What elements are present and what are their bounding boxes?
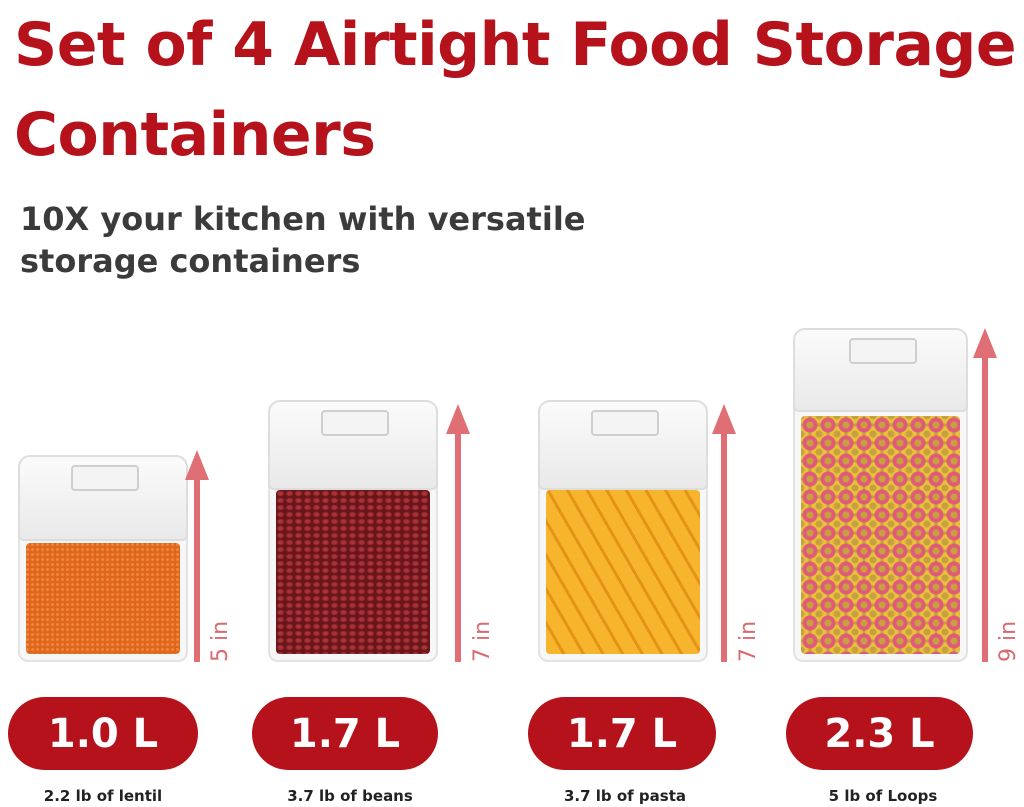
title-line-2: Containers bbox=[14, 100, 376, 170]
height-label: 7 in bbox=[470, 620, 495, 662]
lid bbox=[793, 328, 968, 412]
lentil-contents bbox=[26, 543, 180, 654]
beans-contents bbox=[276, 490, 430, 654]
capacity-caption: 3.7 lb of beans bbox=[287, 787, 413, 805]
subtitle-line-1: 10X your kitchen with versatile bbox=[20, 200, 586, 238]
subtitle: 10X your kitchen with versatile storage … bbox=[20, 198, 585, 282]
lid bbox=[538, 400, 708, 490]
volume-badge: 2.3 L bbox=[786, 697, 973, 770]
capacity-caption: 5 lb of Loops bbox=[828, 787, 938, 805]
height-arrow-icon bbox=[185, 450, 209, 662]
pasta-contents bbox=[546, 490, 700, 654]
page-title: Set of 4 Airtight Food Storage Container… bbox=[14, 0, 1017, 180]
lid bbox=[18, 455, 188, 541]
height-arrow-icon bbox=[973, 328, 997, 662]
height-arrow-icon bbox=[712, 404, 736, 662]
lid bbox=[268, 400, 438, 490]
height-arrow-icon bbox=[446, 404, 470, 662]
container-large-loops bbox=[793, 328, 968, 662]
loops-contents bbox=[801, 416, 960, 654]
subtitle-line-2: storage containers bbox=[20, 242, 361, 280]
height-label: 9 in bbox=[996, 620, 1021, 662]
container-medium-pasta bbox=[538, 400, 708, 662]
container-small-lentil bbox=[18, 455, 188, 662]
volume-badge: 1.0 L bbox=[8, 697, 198, 770]
height-label: 5 in bbox=[208, 620, 233, 662]
container-medium-beans bbox=[268, 400, 438, 662]
capacity-caption: 2.2 lb of lentil bbox=[43, 787, 163, 805]
volume-badge: 1.7 L bbox=[252, 697, 438, 770]
height-label: 7 in bbox=[736, 620, 761, 662]
capacity-caption: 3.7 lb of pasta bbox=[563, 787, 687, 805]
title-line-1: Set of 4 Airtight Food Storage bbox=[14, 10, 1017, 80]
volume-badge: 1.7 L bbox=[528, 697, 716, 770]
